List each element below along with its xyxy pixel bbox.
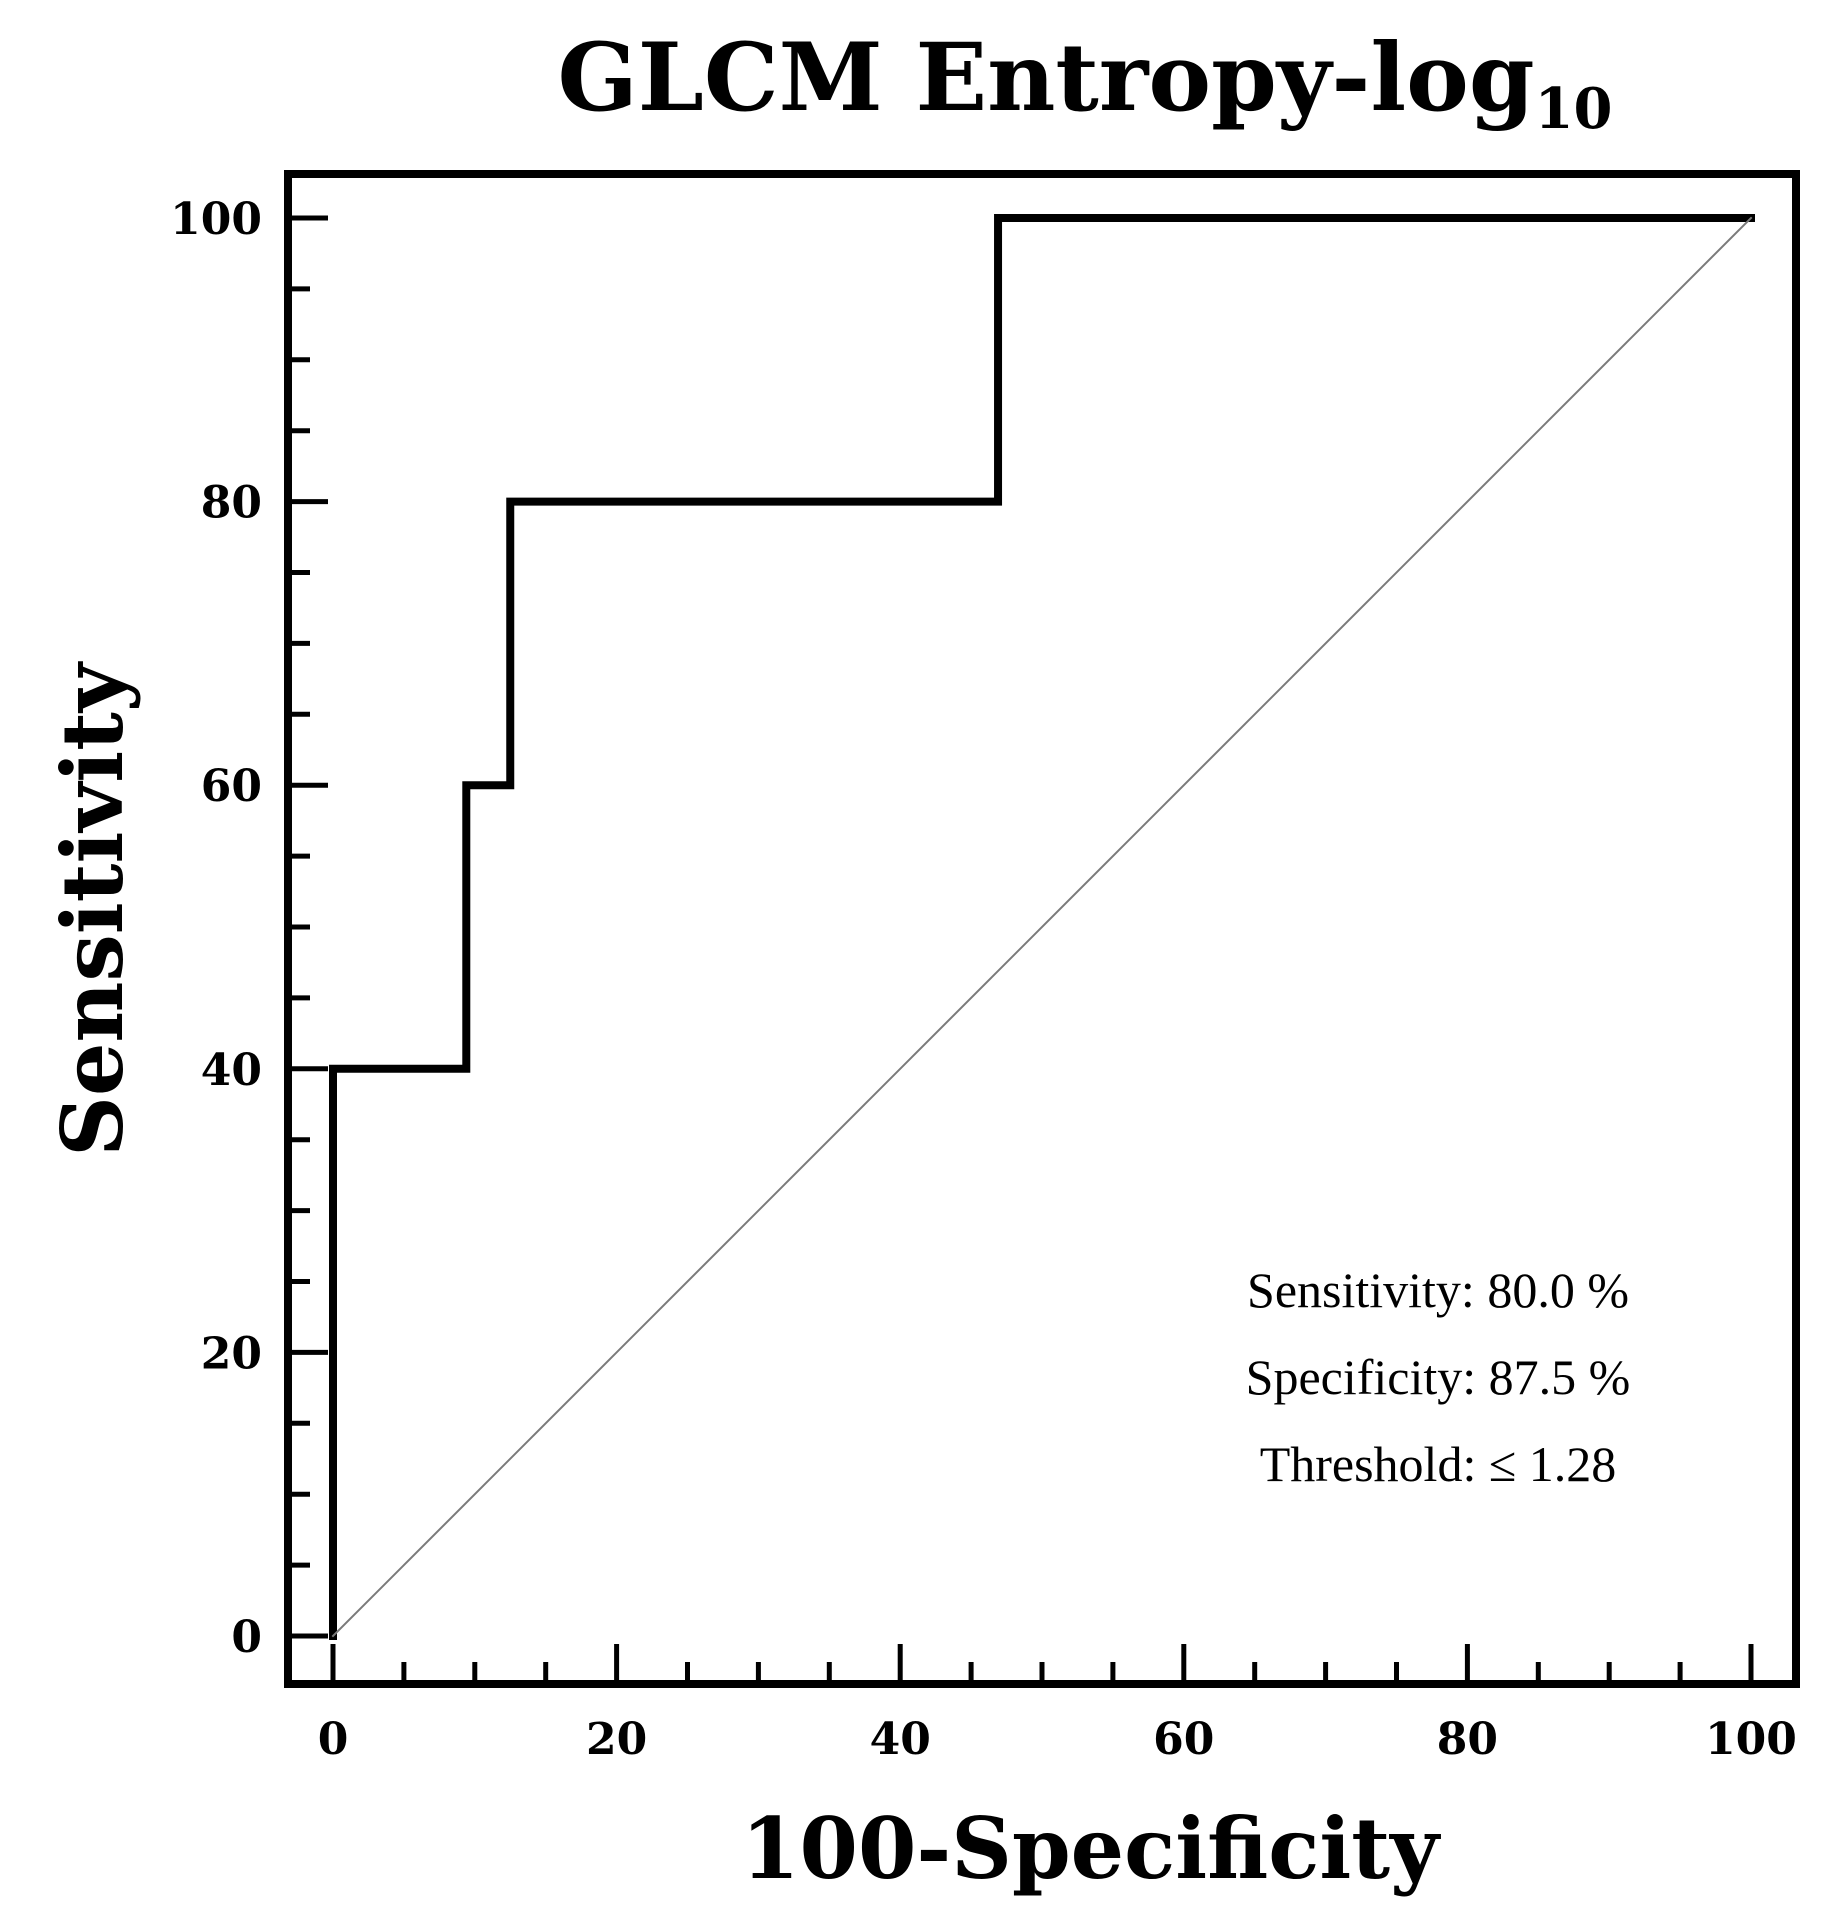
- x-tick-label: 40: [870, 1714, 931, 1765]
- y-tick-label: 20: [201, 1328, 262, 1379]
- chart-title-subscript: 10: [1535, 76, 1613, 142]
- roc-curve: [329, 214, 1755, 1640]
- x-tick-label: 60: [1153, 1714, 1214, 1765]
- y-tick-label: 0: [231, 1612, 262, 1663]
- y-tick-label: 60: [201, 761, 262, 812]
- plot-lines: [329, 214, 1755, 1640]
- x-tick-label: 0: [318, 1714, 349, 1765]
- y-tick-label: 80: [201, 478, 262, 529]
- annotation-line: Specificity: 87.5 %: [1246, 1349, 1631, 1405]
- y-tick-label: 40: [201, 1045, 262, 1096]
- annotation-line: Threshold: ≤ 1.28: [1260, 1436, 1617, 1492]
- x-axis-label: 100-Specificity: [741, 1799, 1441, 1898]
- annotations: Sensitivity: 80.0 % Specificity: 87.5 % Th…: [1246, 1262, 1631, 1492]
- x-tick-label: 80: [1437, 1714, 1498, 1765]
- x-tick-label: 20: [586, 1714, 647, 1765]
- y-axis-label: Sensitivity: [43, 661, 142, 1157]
- x-tick-label: 100: [1705, 1714, 1797, 1765]
- plot-frame: [284, 170, 1800, 1688]
- annotation-line: Sensitivity: 80.0 %: [1247, 1262, 1629, 1318]
- y-tick-label: 100: [170, 194, 262, 245]
- axis-ticks: 0 20 40 60 80 100 0 20 40 60 80 100: [170, 194, 1797, 1765]
- chart-title: GLCM Entropy-log10: [557, 23, 1612, 142]
- reference-diagonal-line: [331, 216, 1753, 1638]
- chart-title-main: GLCM Entropy-log: [557, 23, 1534, 133]
